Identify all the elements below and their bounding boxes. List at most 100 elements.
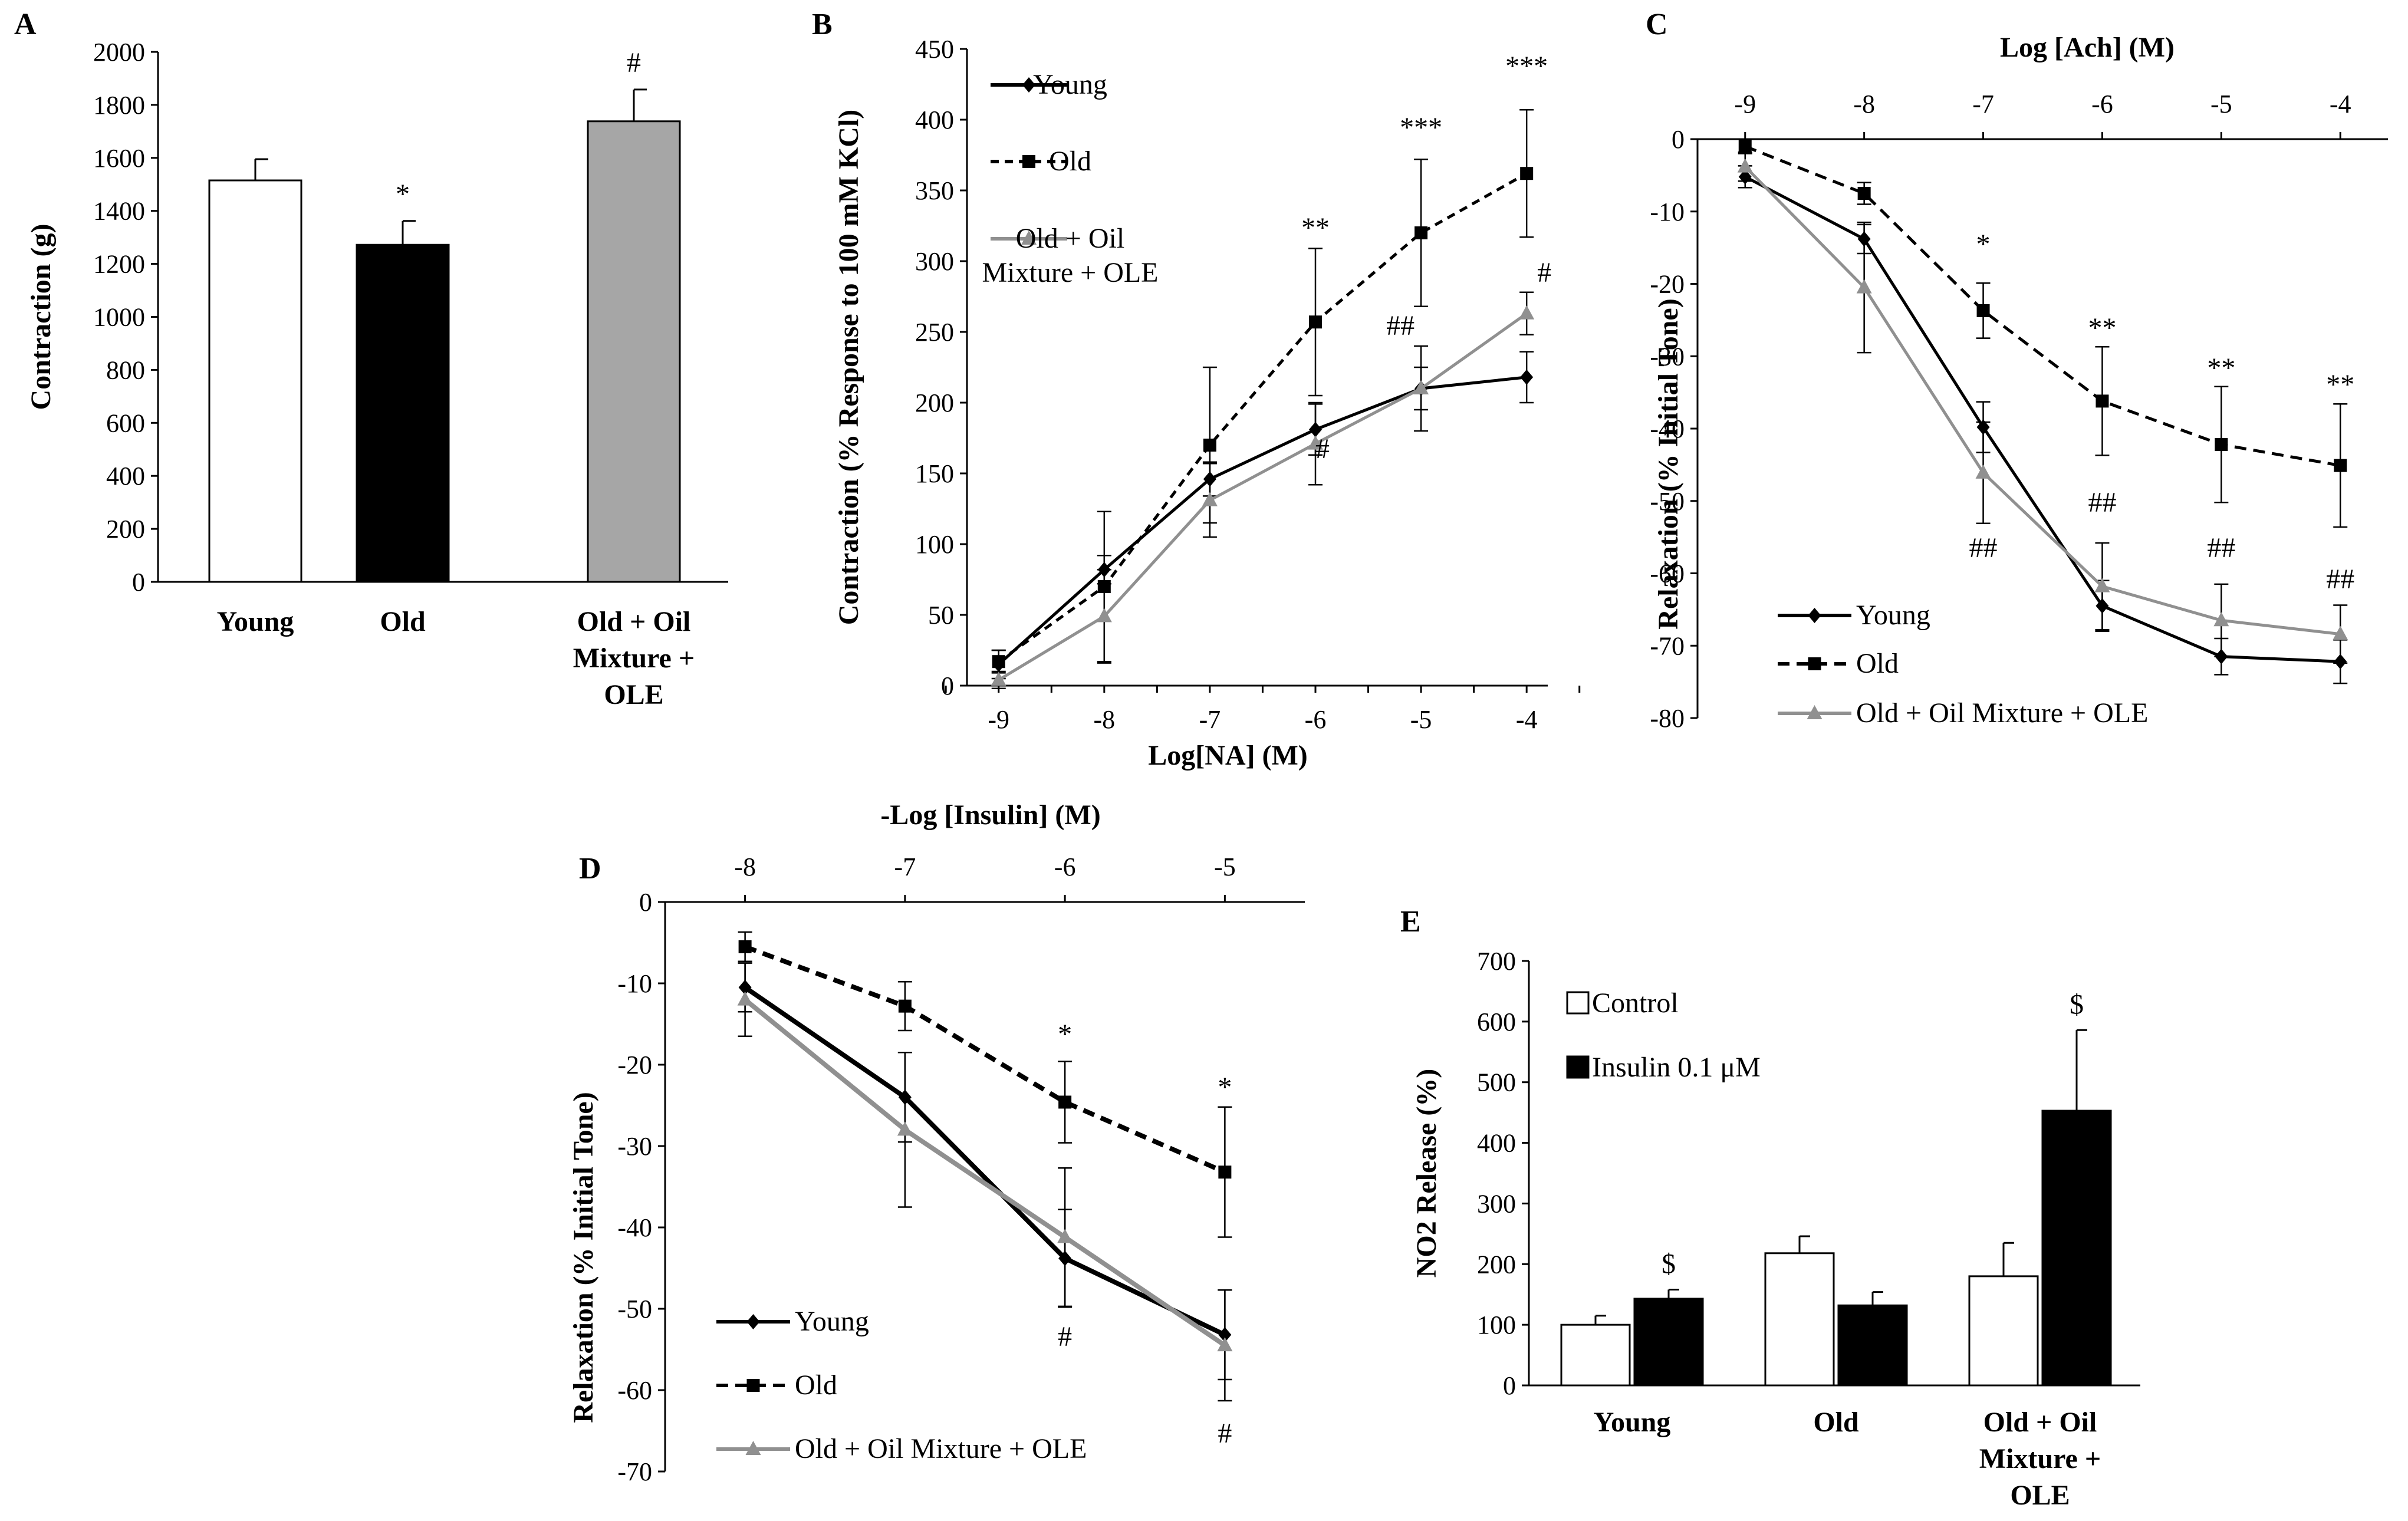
significance-mark: $ <box>2070 989 2084 1020</box>
data-point <box>1856 279 1872 294</box>
y-tick-label: -30 <box>1650 342 1685 371</box>
y-tick-label: 0 <box>1672 125 1685 154</box>
x-tick-label: -8 <box>1853 90 1875 118</box>
y-tick-label: 600 <box>1477 1008 1516 1036</box>
x-tick-label: -6 <box>1054 852 1076 881</box>
y-tick-label: 200 <box>915 389 954 417</box>
legend-label: Old <box>1856 648 1899 679</box>
data-point <box>1414 226 1428 239</box>
x-tick-label: -5 <box>1214 852 1236 881</box>
series-line-1 <box>998 172 1528 663</box>
data-point <box>2213 612 2229 627</box>
data-point <box>1308 435 1323 450</box>
significance-mark: ** <box>2207 353 2235 384</box>
significance-mark: ** <box>2326 369 2354 400</box>
legend-swatch <box>1566 1055 1590 1079</box>
category-label-line-2: OLE <box>2010 1480 2070 1511</box>
y-axis-title: NO2 Release (%) <box>1411 1069 1442 1278</box>
data-point <box>1203 439 1216 452</box>
legend-label-line-1: Mixture + OLE <box>982 257 1158 288</box>
legend-sample-marker <box>1808 608 1821 623</box>
significance-mark: # <box>1537 257 1551 288</box>
y-tick-label: -60 <box>1650 559 1685 588</box>
y-tick-label: 150 <box>915 459 954 488</box>
y-tick-label: 1400 <box>93 197 145 226</box>
panel-label: E <box>1400 905 1421 939</box>
data-point <box>1737 158 1753 173</box>
y-tick-label: -40 <box>1650 414 1685 443</box>
data-point <box>1976 304 1990 317</box>
bar-0 <box>208 179 302 583</box>
data-point <box>1057 1229 1073 1243</box>
data-point <box>1096 608 1112 623</box>
x-axis-title: -Log [Insulin] (M) <box>880 799 1100 831</box>
significance-mark: ** <box>2088 312 2116 344</box>
category-label-line-2: OLE <box>604 679 663 710</box>
y-tick-label: 700 <box>1477 947 1516 976</box>
bar-2 <box>587 120 681 583</box>
legend-sample-marker <box>745 1441 761 1455</box>
category-label-line-0: Young <box>1594 1407 1671 1438</box>
significance-mark: # <box>1218 1418 1232 1449</box>
category-label-line-1: Mixture + <box>1979 1443 2101 1474</box>
data-point <box>1309 315 1322 329</box>
x-tick-label: -8 <box>734 852 756 881</box>
legend-sample-marker <box>746 1379 760 1392</box>
y-tick-label: 1600 <box>93 144 145 173</box>
data-point <box>1217 1337 1233 1352</box>
y-tick-label: -60 <box>617 1376 652 1405</box>
data-point <box>2333 625 2348 640</box>
significance-mark: # <box>1058 1321 1072 1352</box>
legend-label: Control <box>1592 987 1679 1019</box>
data-point <box>898 999 912 1013</box>
series-line-0 <box>744 985 1226 1337</box>
legend-label: Old + Oil Mixture + OLE <box>1856 697 2148 729</box>
x-axis-title: Log [Ach] (M) <box>2000 32 2175 63</box>
significance-mark: ## <box>1386 310 1414 341</box>
y-tick-label: 400 <box>106 462 145 490</box>
panel-a: A 0 200 400 600 800 1000 1200 1400 1600 1800 2000 Yo… <box>14 8 728 710</box>
y-axis-title: Relaxation (% Initial Tone) <box>568 1092 599 1423</box>
y-axis-title: Contraction (g) <box>25 224 57 410</box>
data-point <box>2096 394 2109 408</box>
x-tick-label: -7 <box>894 852 916 881</box>
legend-sample-marker <box>746 1314 760 1329</box>
x-tick-label: -8 <box>1093 705 1115 734</box>
y-tick-label: -10 <box>617 969 652 998</box>
legend-label-line-0: Young <box>1033 69 1107 100</box>
category-label-line-1: Mixture + <box>573 643 695 674</box>
y-tick-label: 0 <box>639 888 652 917</box>
category-label-line-0: Old + Oil <box>577 606 691 637</box>
y-tick-label: 0 <box>941 671 954 700</box>
bar-1-2 <box>2041 1110 2112 1387</box>
panel-label: C <box>1646 8 1668 41</box>
data-point <box>1738 140 1752 153</box>
significance-mark: * <box>396 179 410 210</box>
category-label-line-0: Young <box>217 606 294 637</box>
y-tick-label: 450 <box>915 35 954 64</box>
legend-swatch <box>1566 991 1590 1015</box>
y-tick-label: 800 <box>106 355 145 384</box>
category-label-line-0: Old + Oil <box>1983 1407 2097 1438</box>
y-tick-label: 100 <box>915 530 954 559</box>
data-point <box>2334 459 2347 472</box>
series-line-1 <box>744 944 1226 1174</box>
data-point <box>1202 492 1218 506</box>
y-tick-label: 100 <box>1477 1311 1516 1339</box>
legend-label: Young <box>1856 600 1930 631</box>
y-axis-title: Contraction (% Response to 100 mM KCl) <box>833 110 864 625</box>
bar-1-0 <box>1633 1298 1704 1387</box>
y-tick-label: -50 <box>1650 487 1685 516</box>
data-point <box>737 991 753 1006</box>
series-line-2 <box>744 997 1226 1348</box>
y-tick-label: -20 <box>1650 270 1685 299</box>
y-tick-label: -80 <box>1650 704 1685 733</box>
legend-sample-marker <box>1022 77 1035 93</box>
y-tick-label: 200 <box>1477 1250 1516 1279</box>
series-line-0 <box>1744 175 2341 663</box>
y-tick-label: 600 <box>106 409 145 437</box>
significance-mark: ## <box>2326 564 2354 595</box>
legend-label: Old <box>795 1369 837 1401</box>
x-tick-label: -6 <box>1305 705 1327 734</box>
data-point <box>2215 438 2228 452</box>
